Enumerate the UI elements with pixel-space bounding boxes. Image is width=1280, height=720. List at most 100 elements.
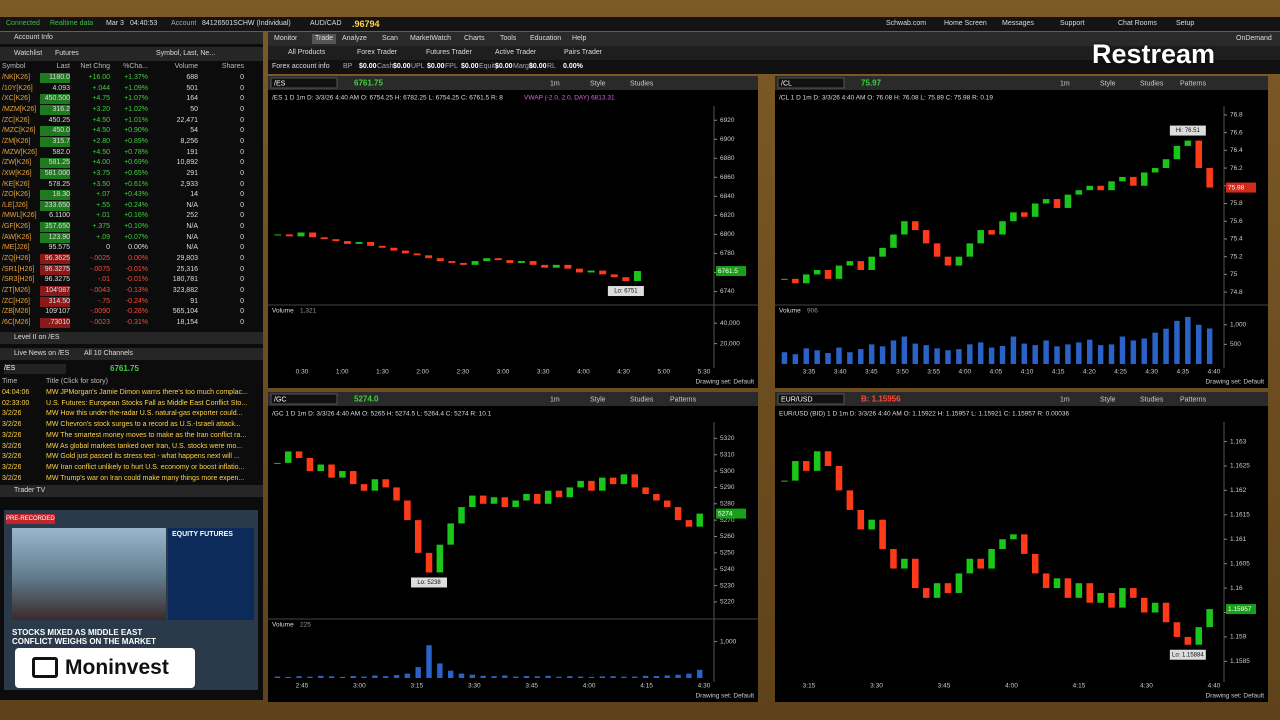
watchlist-cell: 0.00% bbox=[128, 255, 148, 263]
news-headline[interactable]: MW Trump's war on Iran could make many t… bbox=[46, 474, 245, 482]
watchlist-cell[interactable]: /XW[K26] bbox=[2, 169, 32, 177]
section-title: Trader TV bbox=[14, 487, 46, 494]
subtab[interactable]: Futures Trader bbox=[426, 49, 472, 56]
watchlist-cell[interactable]: /ZC[H26] bbox=[2, 297, 31, 305]
watchlist-cell[interactable]: /MZC[K26] bbox=[2, 127, 36, 135]
nav-ondemand[interactable]: OnDemand bbox=[1236, 35, 1272, 42]
y-tick-label: 1.16 bbox=[1230, 585, 1243, 592]
toolbar-item: Style bbox=[590, 80, 606, 87]
watchlist-cell: 357.650 bbox=[40, 222, 70, 233]
watchlist-cell[interactable]: /MZW[K26] bbox=[2, 148, 38, 156]
watchlist-cell[interactable]: /ZM[K26] bbox=[2, 137, 31, 145]
candle bbox=[577, 480, 584, 488]
news-channels[interactable]: All 10 Channels bbox=[84, 350, 134, 357]
price-tag-label: 1.15957 bbox=[1228, 606, 1252, 613]
status-link[interactable]: Support bbox=[1060, 20, 1085, 27]
watchlist-cell[interactable]: /ZT[M26] bbox=[2, 287, 31, 294]
nav-bar bbox=[268, 32, 1280, 46]
status-link[interactable]: Setup bbox=[1176, 20, 1195, 27]
subtab[interactable]: Active Trader bbox=[495, 49, 537, 56]
watchlist-cell[interactable]: /AW[K26] bbox=[2, 233, 32, 241]
watchlist-cell[interactable]: /KE[K26] bbox=[2, 180, 30, 188]
candle bbox=[483, 258, 491, 262]
status-link[interactable]: Chat Rooms bbox=[1118, 20, 1157, 27]
watchlist-cell: 4.093 bbox=[52, 84, 70, 92]
nav-tab[interactable]: Education bbox=[530, 35, 562, 42]
toolbar-item: Style bbox=[590, 396, 606, 403]
volume-bar bbox=[502, 675, 508, 678]
y-tick-label: 6920 bbox=[720, 117, 735, 124]
volume-bar bbox=[437, 663, 443, 678]
nav-tab[interactable]: Analyze bbox=[342, 35, 367, 42]
news-headline[interactable]: MW How this under-the-radar U.S. natural… bbox=[46, 410, 243, 418]
candle bbox=[955, 256, 963, 266]
volume-bar bbox=[890, 340, 897, 364]
subtab[interactable]: All Products bbox=[288, 49, 326, 56]
candle bbox=[1184, 140, 1192, 146]
news-headline[interactable]: MW JPMorgan's Jamie Dimon warns there's … bbox=[46, 389, 248, 396]
watchlist-cell[interactable]: /ZB[M26] bbox=[2, 308, 31, 316]
volume-bar bbox=[621, 676, 627, 678]
subtab[interactable]: Forex Trader bbox=[357, 49, 398, 56]
chart-toolbar bbox=[268, 76, 758, 90]
watchlist-cell[interactable]: /ZC[K26] bbox=[2, 116, 30, 124]
watchlist-cell: +.07 bbox=[96, 191, 110, 199]
nav-tab[interactable]: Scan bbox=[382, 35, 398, 42]
news-headline[interactable]: MW The smartest money moves to make as t… bbox=[46, 431, 247, 439]
watchlist-cell[interactable]: /6C[M26] bbox=[2, 318, 31, 326]
watchlist-cell[interactable]: /ME[J26] bbox=[2, 244, 30, 252]
candle bbox=[458, 507, 465, 524]
watchlist-cell: +4.00 bbox=[92, 159, 110, 167]
watchlist-cell: +0.10% bbox=[124, 223, 148, 231]
news-headline[interactable]: U.S. Futures: European Stocks Fall as Mi… bbox=[46, 399, 248, 407]
watchlist-cell[interactable]: /LE[J26] bbox=[2, 201, 28, 209]
watchlist-cell[interactable]: /ZW[K26] bbox=[2, 159, 32, 167]
volume-bar bbox=[1185, 316, 1191, 364]
watchlist-cell[interactable]: /ZO[K26] bbox=[2, 191, 31, 199]
volume-bar bbox=[361, 676, 367, 678]
watchlist-cell: 578.25 bbox=[48, 180, 70, 188]
nav-tab[interactable]: MarketWatch bbox=[410, 35, 451, 42]
watchlist-cell[interactable]: /MZM[K26] bbox=[2, 105, 37, 113]
watchlist-cell[interactable]: /NK[K26] bbox=[2, 74, 31, 81]
volume-bar bbox=[847, 352, 853, 364]
watchlist-cell: 315.7 bbox=[40, 136, 70, 147]
video-panel bbox=[168, 528, 254, 620]
status-link[interactable]: Messages bbox=[1002, 20, 1034, 27]
nav-tab[interactable]: Charts bbox=[464, 35, 485, 42]
watchlist-cell[interactable]: /SR1[H26] bbox=[2, 265, 35, 273]
watchlist-cell: 14 bbox=[190, 191, 198, 199]
watchlist-title: Watchlist bbox=[14, 50, 43, 57]
candle bbox=[1064, 194, 1072, 208]
watchlist-cell[interactable]: /GF[K26] bbox=[2, 223, 31, 231]
news-headline[interactable]: MW Iran conflict unlikely to hurt U.S. e… bbox=[46, 463, 245, 471]
drawing-set: Drawing set: Default bbox=[1205, 693, 1264, 700]
toolbar-item: 1m bbox=[1060, 80, 1070, 87]
section-header bbox=[0, 348, 263, 360]
watchlist-cell: +.375 bbox=[92, 223, 110, 231]
y-tick-label: 5270 bbox=[720, 517, 735, 524]
nav-tab[interactable]: Monitor bbox=[274, 35, 298, 42]
status-link[interactable]: Schwab.com bbox=[886, 20, 927, 27]
news-headline[interactable]: MW Chevron's stock surges to a record as… bbox=[46, 421, 241, 429]
subtab[interactable]: Pairs Trader bbox=[564, 49, 603, 56]
watchlist-cell[interactable]: /10Y[K26] bbox=[2, 84, 33, 92]
watchlist-cell[interactable]: /SR3[H26] bbox=[2, 276, 35, 284]
watchlist-cell[interactable]: /XC[K26] bbox=[2, 95, 31, 103]
nav-tab[interactable]: Trade bbox=[312, 34, 337, 44]
volume-bar bbox=[382, 676, 389, 678]
watchlist-cell[interactable]: /MWL[K26] bbox=[2, 212, 37, 220]
nav-tab[interactable]: Help bbox=[572, 35, 587, 42]
watchlist-cell: 10,892 bbox=[176, 159, 198, 167]
watchlist-cell: 123.90 bbox=[40, 232, 70, 243]
status-link[interactable]: Home Screen bbox=[944, 20, 987, 27]
news-symbol[interactable]: /ES bbox=[4, 364, 66, 374]
candle bbox=[599, 477, 606, 491]
watchlist-columns[interactable]: Symbol, Last, Ne... bbox=[156, 50, 216, 57]
news-headline[interactable]: MW Gold just passed its stress test - wh… bbox=[46, 453, 240, 461]
watchlist-list[interactable]: Futures bbox=[55, 50, 79, 57]
watchlist-cell[interactable]: /ZQ[H26] bbox=[2, 255, 31, 263]
news-headline[interactable]: MW As global markets tanked over Iran, U… bbox=[46, 442, 243, 450]
watchlist-cell: 581.000 bbox=[40, 168, 70, 179]
nav-tab[interactable]: Tools bbox=[500, 35, 517, 42]
